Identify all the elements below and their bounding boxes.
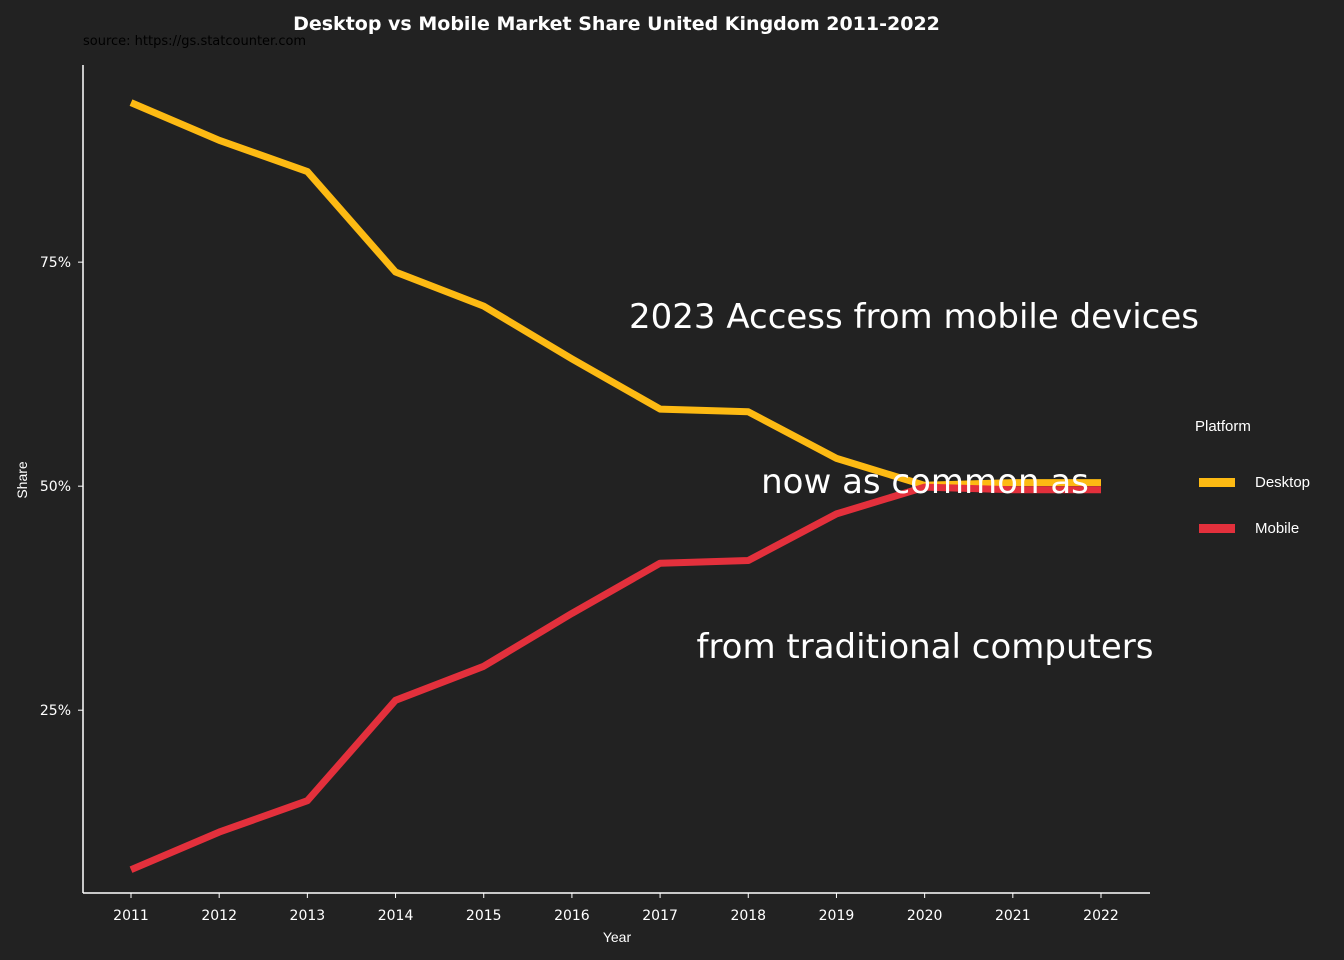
series-line-mobile [129, 483, 1101, 873]
chart-subtitle: source: https://gs.statcounter.com [83, 34, 307, 49]
y-tick-label: 25% [40, 703, 71, 719]
legend-label-mobile: Mobile [1255, 519, 1300, 537]
axes [78, 65, 1150, 898]
x-tick-label: 2016 [554, 908, 590, 924]
series-line-desktop [129, 99, 1101, 489]
x-tick-label: 2015 [466, 908, 502, 924]
x-axis-label: Year [603, 929, 632, 945]
legend-label-desktop: Desktop [1255, 473, 1311, 491]
x-tick-label: 2020 [907, 908, 943, 924]
y-axis-label: Share [14, 461, 30, 499]
x-tick-label: 2021 [995, 908, 1031, 924]
legend-item-desktop: Desktop [1199, 459, 1310, 505]
legend: Platform Desktop Mobile [1195, 418, 1310, 551]
x-tick-label: 2014 [378, 908, 414, 924]
x-tick-label: 2019 [819, 908, 855, 924]
tick-labels: 25% 50% 75% 2011 2012 2013 2014 2015 2016 2017 201… [40, 255, 1119, 924]
x-tick-label: 2011 [113, 908, 149, 924]
legend-key-desktop [1199, 477, 1235, 487]
series-lines [129, 99, 1101, 873]
x-tick-label: 2022 [1083, 908, 1119, 924]
y-tick-label: 50% [40, 479, 71, 495]
y-tick-label: 75% [40, 255, 71, 271]
legend-key-mobile [1199, 523, 1235, 533]
legend-item-mobile: Mobile [1199, 505, 1310, 551]
x-tick-label: 2013 [290, 908, 326, 924]
legend-title: Platform [1195, 418, 1251, 435]
chart-title: Desktop vs Mobile Market Share United Ki… [293, 13, 940, 35]
x-tick-label: 2012 [201, 908, 237, 924]
x-tick-label: 2017 [642, 908, 678, 924]
x-tick-label: 2018 [730, 908, 766, 924]
